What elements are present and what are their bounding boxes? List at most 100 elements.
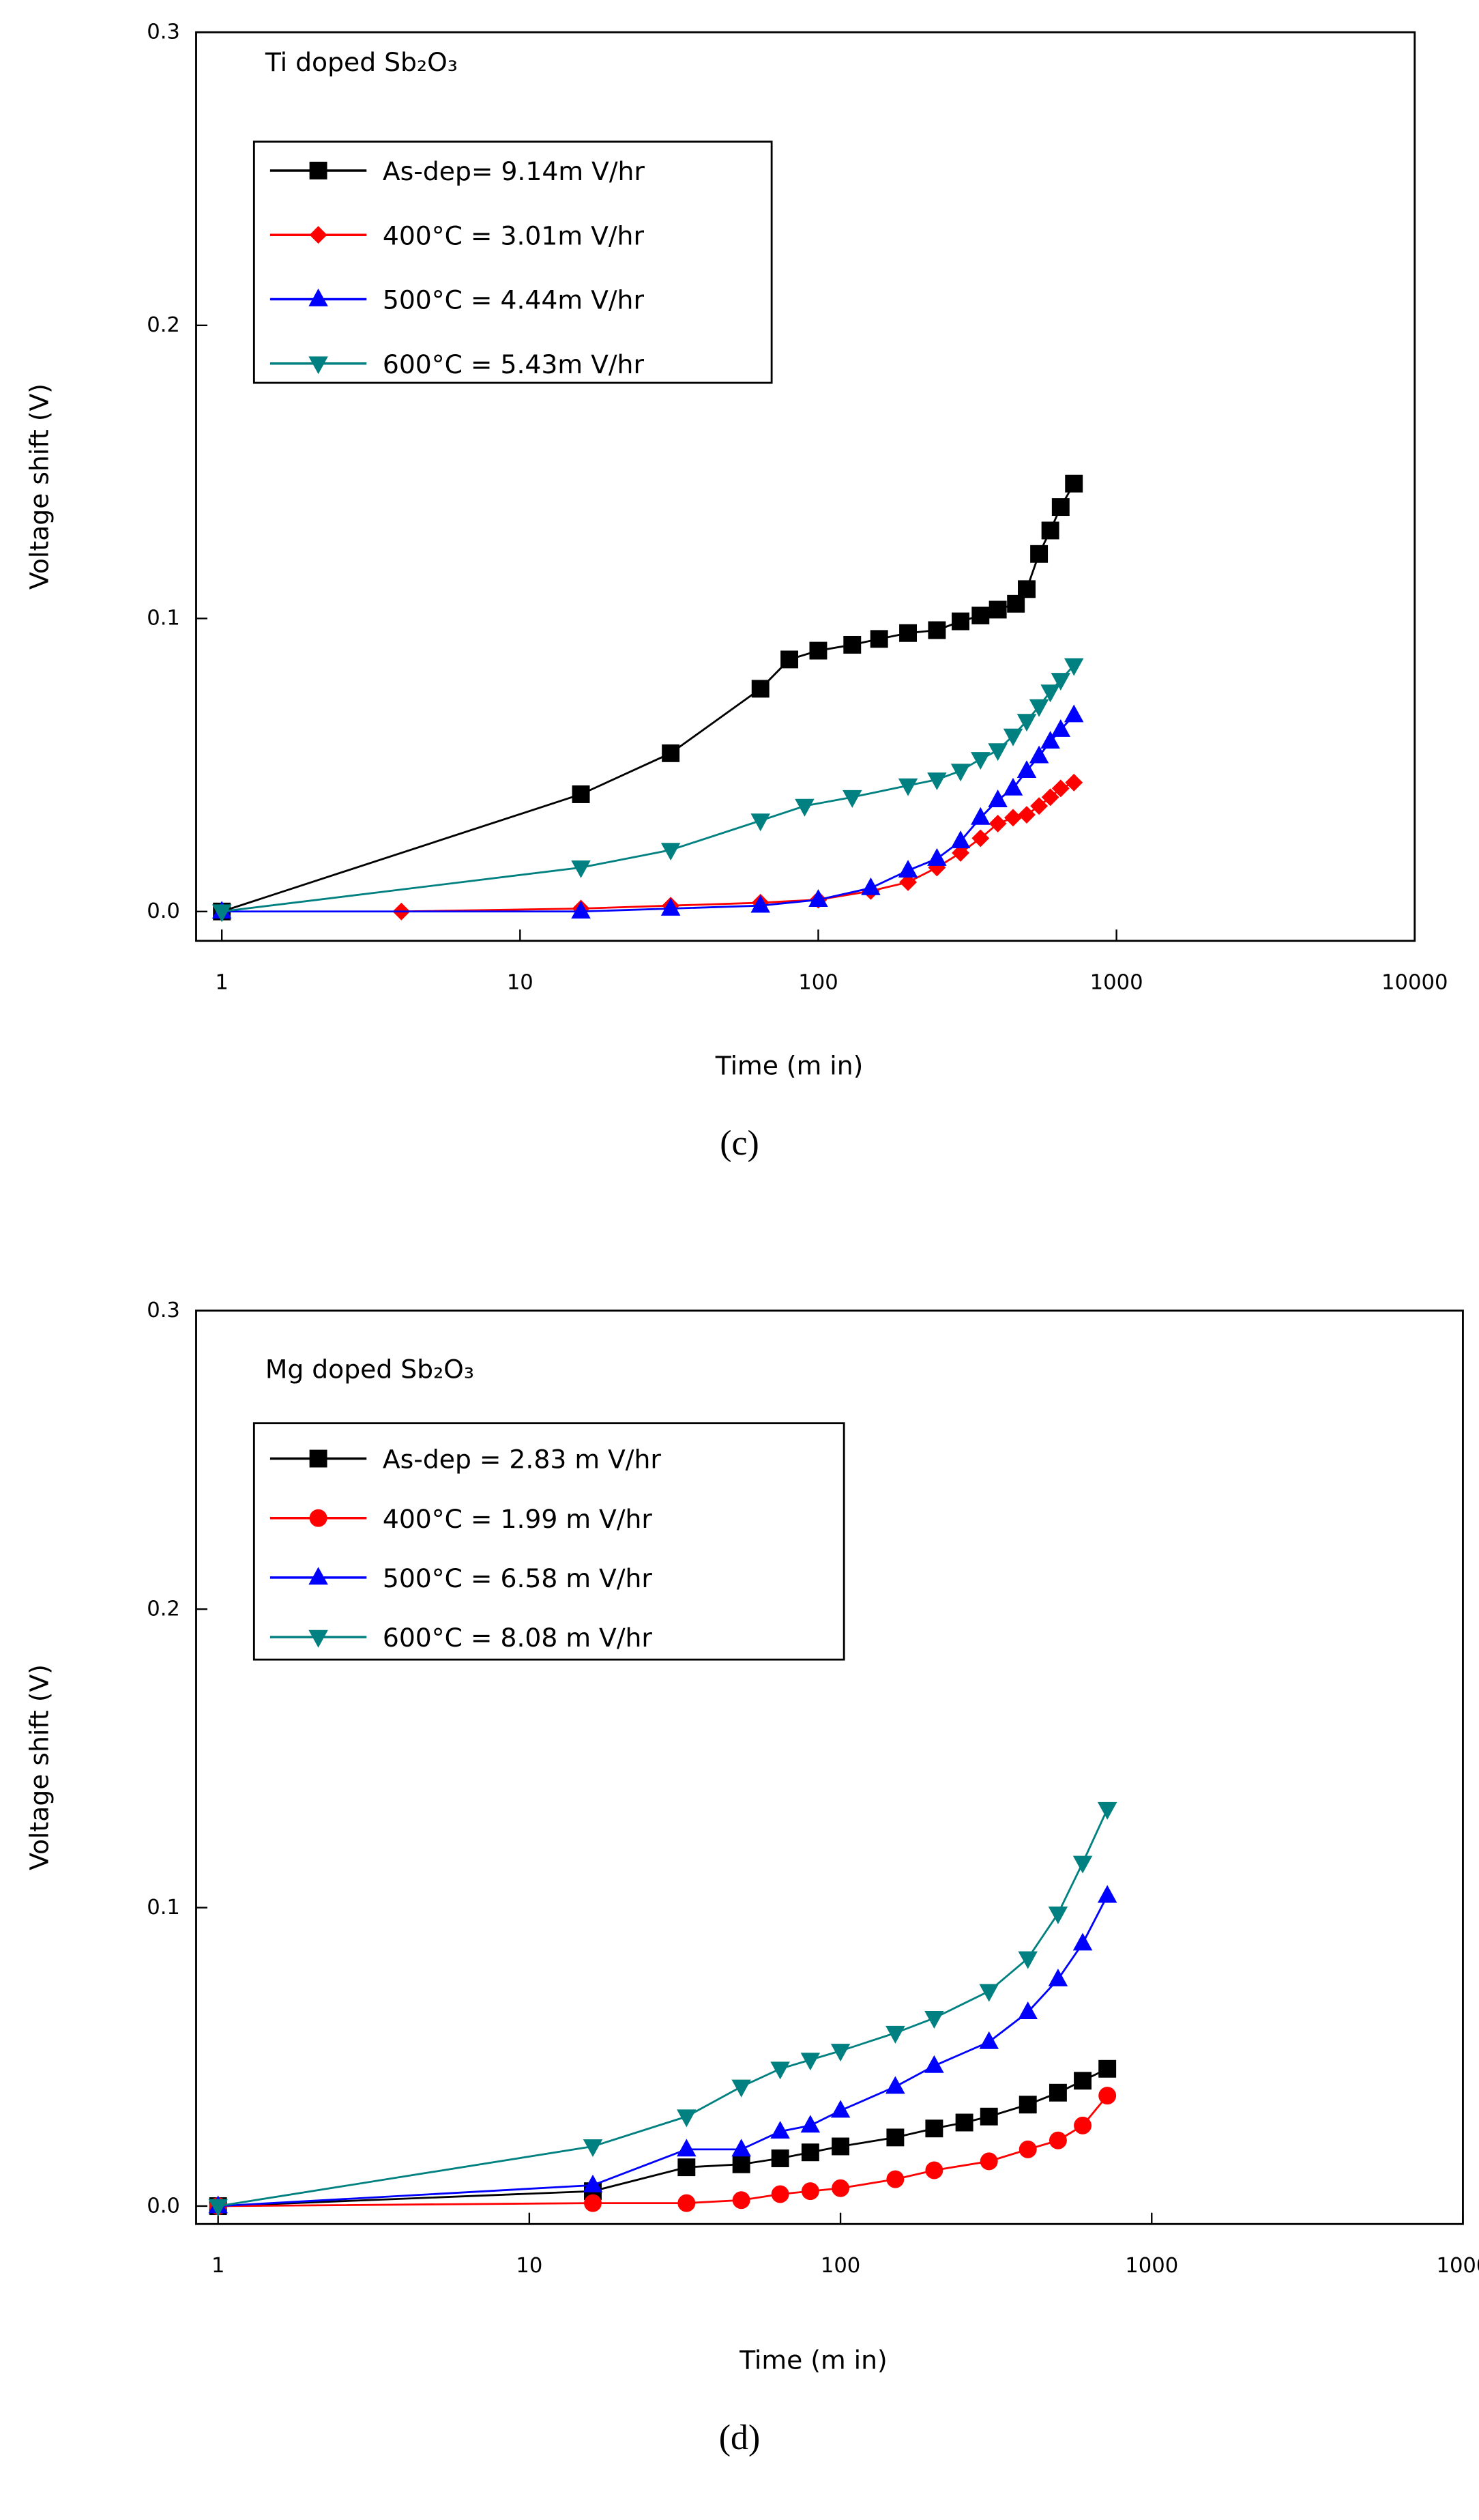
y-tick-label: 0.2 [147, 1597, 180, 1621]
marker [1072, 1932, 1093, 1951]
marker [1065, 474, 1083, 493]
marker [1041, 521, 1059, 540]
y-tick-label: 0.3 [147, 20, 180, 44]
series-line [218, 1895, 1109, 2207]
marker [770, 2121, 790, 2139]
marker [843, 790, 862, 808]
marker [971, 829, 990, 848]
y-axis-label: Voltage shift (V) [25, 383, 55, 590]
y-tick-label: 0.0 [147, 899, 180, 923]
marker [1064, 658, 1084, 676]
marker [1074, 2116, 1092, 2134]
series-line [221, 483, 1075, 913]
marker [1051, 719, 1071, 737]
marker [1019, 2140, 1037, 2158]
marker [1003, 777, 1023, 796]
marker [1019, 2096, 1037, 2114]
marker [1003, 728, 1023, 747]
y-tick-label: 0.0 [147, 2194, 180, 2218]
marker [732, 2191, 750, 2210]
legend-label: 600°C = 5.43m V/hr [383, 349, 645, 379]
marker [677, 2194, 696, 2212]
marker [308, 1567, 328, 1585]
marker [898, 860, 918, 878]
y-tick-label: 0.1 [147, 607, 180, 631]
marker [732, 2155, 750, 2173]
marker [731, 2139, 751, 2157]
y-tick-label: 0.1 [147, 1896, 180, 1920]
chart-title: Ti doped Sb₂O₃ [265, 47, 458, 77]
marker [750, 813, 770, 832]
x-axis-label: Time (m in) [739, 2345, 888, 2375]
marker [309, 226, 327, 244]
marker [886, 2170, 905, 2188]
marker [980, 2152, 998, 2171]
y-axis-label: Voltage shift (V) [25, 1664, 55, 1870]
marker [1048, 1906, 1068, 1924]
marker [979, 1984, 999, 2002]
series-line [222, 665, 1075, 913]
marker [800, 2115, 821, 2133]
marker [988, 790, 1008, 807]
marker [308, 356, 328, 375]
marker [662, 744, 680, 762]
x-tick-label: 1 [211, 2254, 225, 2278]
marker [677, 2158, 696, 2177]
x-tick-label: 10000 [1381, 970, 1448, 994]
plot-frame [195, 31, 1416, 942]
marker [1004, 809, 1022, 827]
marker [952, 843, 969, 862]
marker [843, 635, 862, 654]
marker [677, 2139, 697, 2157]
y-tick-label: 0.2 [147, 313, 180, 337]
x-axis-label: Time (m in) [715, 1050, 864, 1080]
x-tick-label: 10 [516, 2254, 542, 2278]
marker [989, 814, 1007, 832]
marker [809, 641, 828, 660]
marker [660, 897, 681, 916]
marker [1098, 2087, 1117, 2105]
marker [955, 2113, 973, 2132]
marker [1018, 580, 1036, 598]
chart-title: Mg doped Sb₂O₃ [265, 1355, 474, 1385]
x-tick-label: 100 [798, 970, 838, 994]
marker [1064, 704, 1084, 723]
marker [1051, 498, 1070, 517]
marker [979, 2031, 999, 2049]
series-line [401, 781, 1074, 913]
marker [771, 2185, 789, 2203]
marker [832, 2137, 850, 2156]
plot-frame [195, 1309, 1464, 2225]
marker [899, 873, 918, 891]
marker [1029, 699, 1049, 717]
marker [885, 2076, 905, 2094]
marker [572, 785, 590, 803]
marker [751, 680, 770, 698]
marker [927, 772, 947, 791]
marker [861, 877, 881, 895]
legend-label: As-dep = 2.83 m V/hr [383, 1445, 662, 1475]
marker [1097, 1801, 1117, 1820]
marker [750, 895, 770, 913]
marker [830, 2100, 851, 2118]
marker [208, 2199, 228, 2217]
marker [1098, 2059, 1117, 2078]
marker [309, 1449, 327, 1468]
x-tick-label: 1000 [1125, 2254, 1178, 2278]
marker [660, 843, 681, 861]
marker [988, 743, 1008, 762]
marker [1016, 760, 1037, 778]
marker [584, 2194, 602, 2212]
marker [1051, 673, 1071, 691]
legend-label: 400°C = 1.99 m V/hr [383, 1504, 653, 1534]
marker [1029, 745, 1049, 764]
y-tick-label: 0.3 [147, 1299, 180, 1322]
marker [989, 600, 1007, 619]
legend-label: As-dep= 9.14m V/hr [383, 156, 645, 186]
x-tick-label: 1000 [1436, 2254, 1479, 2278]
marker [309, 161, 327, 179]
marker [1049, 2131, 1067, 2149]
marker [870, 630, 888, 648]
marker [899, 624, 918, 642]
